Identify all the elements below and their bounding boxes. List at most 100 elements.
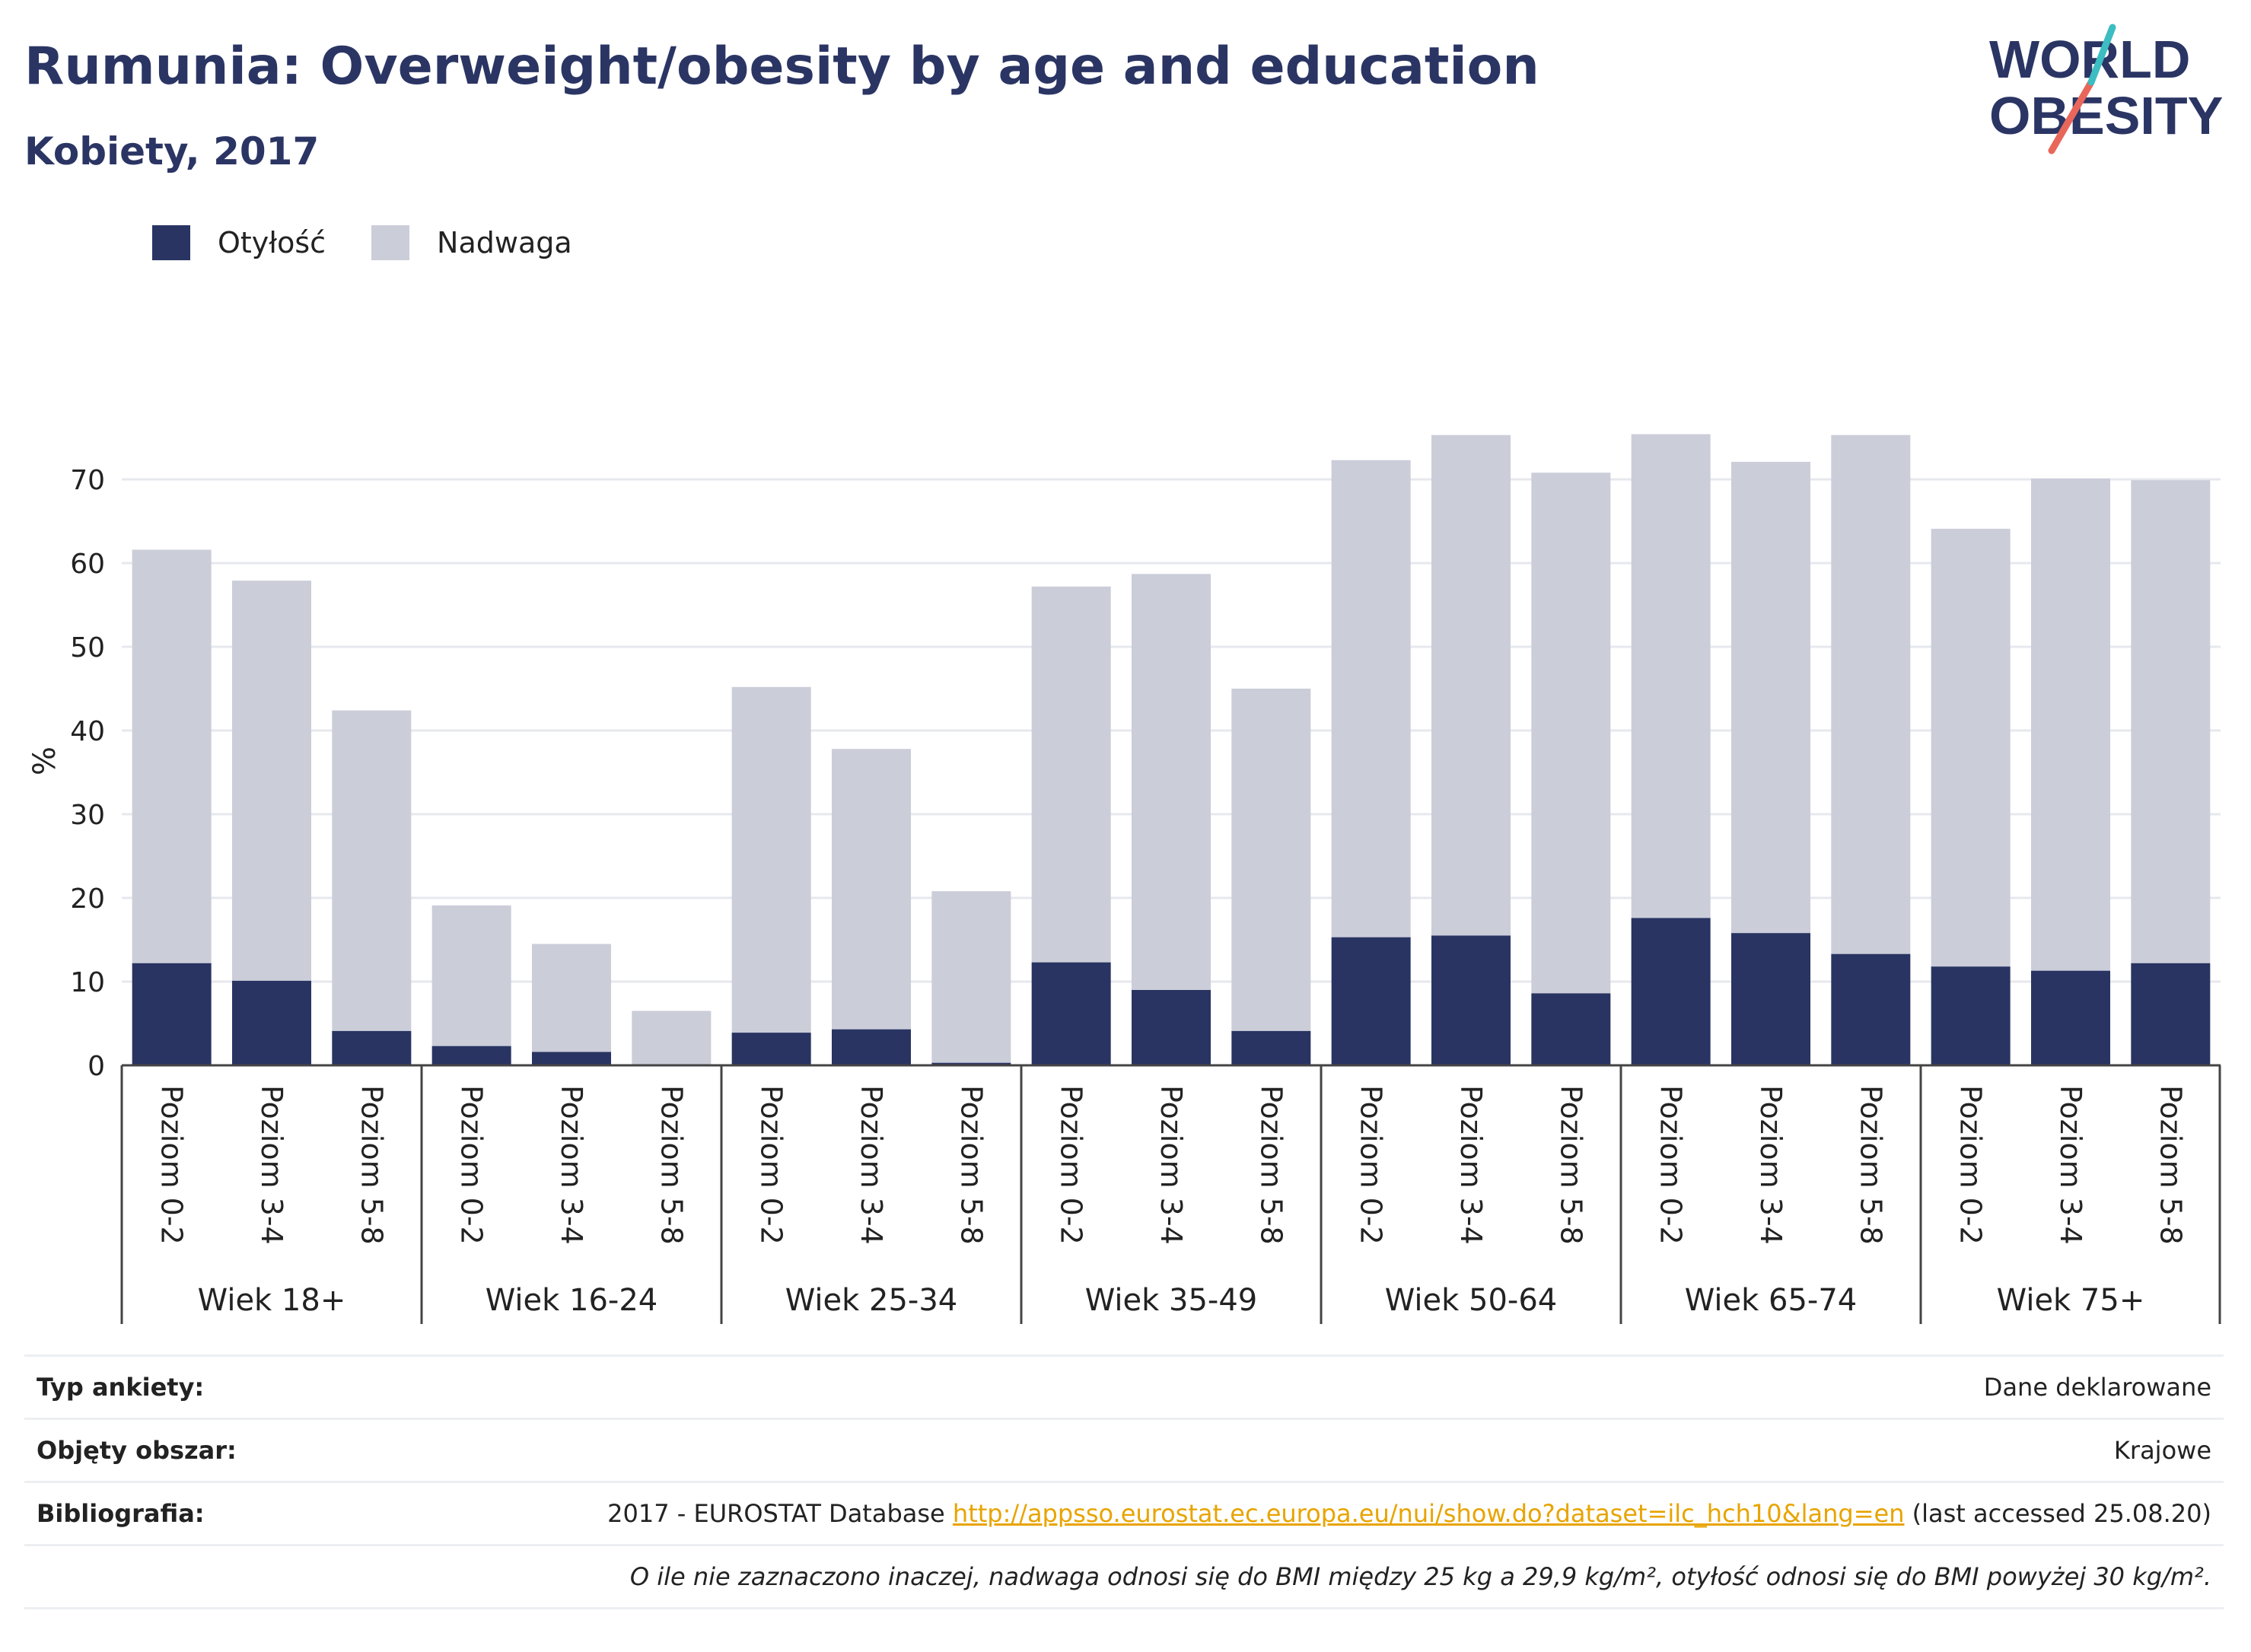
bar-overweight <box>2031 478 2110 971</box>
bar-obesity <box>1031 962 1111 1065</box>
bar-overweight <box>1631 434 1711 918</box>
x-tick-label: Poziom 3-4 <box>555 1085 588 1245</box>
bar-overweight <box>832 749 911 1030</box>
x-tick-label: Poziom 0-2 <box>755 1085 788 1245</box>
logo-text-obesity: OBESITY <box>1989 86 2223 145</box>
bar-overweight <box>1331 460 1411 937</box>
y-tick-label: 60 <box>70 549 105 580</box>
x-tick-label: Poziom 0-2 <box>1954 1085 1988 1245</box>
group-label: Wiek 50-64 <box>1385 1283 1558 1318</box>
area-value: Krajowe <box>2113 1436 2211 1465</box>
info-row-bibliography: Bibliografia: 2017 - EUROSTAT Database h… <box>24 1481 2224 1544</box>
group-label: Wiek 65-74 <box>1685 1283 1858 1318</box>
legend-item-overweight[interactable]: Nadwaga <box>371 225 572 260</box>
legend-item-obesity[interactable]: Otyłość <box>152 225 326 260</box>
bar-obesity <box>1132 990 1211 1065</box>
x-tick-label: Poziom 5-8 <box>954 1085 988 1245</box>
bibliography-prefix: 2017 - EUROSTAT Database <box>607 1499 945 1528</box>
bar-overweight <box>132 549 212 963</box>
bar-overweight <box>931 891 1011 1063</box>
bar-obesity <box>731 1033 811 1065</box>
bar-overweight <box>632 1011 712 1065</box>
x-tick-label: Poziom 3-4 <box>855 1085 888 1245</box>
x-tick-label: Poziom 3-4 <box>1454 1085 1488 1245</box>
group-label: Wiek 18+ <box>198 1283 346 1318</box>
x-tick-label: Poziom 0-2 <box>1055 1085 1088 1245</box>
bar-overweight <box>431 905 511 1046</box>
bibliography-link[interactable]: http://appsso.eurostat.ec.europa.eu/nui/… <box>952 1499 1905 1528</box>
info-table: Typ ankiety: Dane deklarowane Objęty obs… <box>24 1354 2224 1609</box>
bar-overweight <box>1031 586 1111 963</box>
y-tick-label: 50 <box>70 632 105 664</box>
x-tick-label: Poziom 5-8 <box>1254 1085 1288 1245</box>
x-tick-label: Poziom 0-2 <box>455 1085 489 1245</box>
bar-obesity <box>1831 953 1911 1065</box>
area-label: Objęty obszar: <box>37 1436 237 1465</box>
world-obesity-logo: WORLD OBESITY <box>1989 24 2223 154</box>
bar-obesity <box>232 980 311 1065</box>
x-tick-label: Poziom 5-8 <box>2154 1085 2187 1245</box>
bar-obesity <box>1331 937 1411 1065</box>
legend-swatch-overweight <box>371 225 410 260</box>
bar-obesity <box>132 963 212 1065</box>
bar-overweight <box>332 710 412 1031</box>
group-label: Wiek 25-34 <box>785 1283 958 1318</box>
group-label: Wiek 75+ <box>1997 1283 2145 1318</box>
bar-overweight <box>1531 473 1611 994</box>
y-tick-label: 70 <box>70 465 105 496</box>
info-row-note: O ile nie zaznaczono inaczej, nadwaga od… <box>24 1544 2224 1609</box>
bar-obesity <box>1631 918 1711 1065</box>
y-tick-label: 40 <box>70 716 105 747</box>
info-row-area: Objęty obszar: Krajowe <box>24 1418 2224 1481</box>
bar-overweight <box>1731 461 1810 934</box>
x-tick-label: Poziom 0-2 <box>1654 1085 1688 1245</box>
x-tick-label: Poziom 5-8 <box>355 1085 388 1245</box>
x-tick-label: Poziom 3-4 <box>2054 1085 2087 1245</box>
bar-obesity <box>1731 933 1810 1065</box>
x-tick-label: Poziom 3-4 <box>1154 1085 1188 1245</box>
bar-overweight <box>1231 689 1311 1031</box>
bar-obesity <box>1231 1030 1311 1065</box>
y-axis-label: % <box>27 746 62 775</box>
x-tick-label: Poziom 0-2 <box>155 1085 189 1245</box>
bar-overweight <box>731 686 811 1033</box>
bar-overweight <box>1132 574 1211 990</box>
bar-overweight <box>232 581 311 981</box>
survey-type-label: Typ ankiety: <box>37 1373 205 1402</box>
bar-obesity <box>431 1046 511 1065</box>
chart-legend: Otyłość Nadwaga <box>152 225 618 260</box>
x-tick-label: Poziom 5-8 <box>1554 1085 1587 1245</box>
page-subtitle: Kobiety, 2017 <box>24 129 320 173</box>
bibliography-label: Bibliografia: <box>37 1499 205 1528</box>
y-tick-label: 20 <box>70 883 105 915</box>
bar-obesity <box>1531 993 1611 1065</box>
x-tick-label: Poziom 5-8 <box>1854 1085 1887 1245</box>
x-tick-label: Poziom 0-2 <box>1355 1085 1388 1245</box>
stacked-bar-chart: 0 10 20 30 40 50 60 70% Poziom 0-2 Poziom 3-4 Pozi… <box>27 434 2221 1324</box>
bar-overweight <box>532 944 611 1052</box>
bar-obesity <box>1431 935 1511 1065</box>
survey-type-value: Dane deklarowane <box>1983 1373 2211 1402</box>
x-tick-label: Poziom 3-4 <box>1754 1085 1788 1245</box>
group-label: Wiek 16-24 <box>486 1283 658 1318</box>
bar-overweight <box>1931 528 2011 967</box>
bar-obesity <box>532 1052 611 1065</box>
bar-obesity <box>2031 970 2110 1065</box>
bar-obesity <box>332 1030 412 1065</box>
bar-overweight <box>1431 434 1511 936</box>
x-tick-label: Poziom 3-4 <box>255 1085 288 1245</box>
legend-label-obesity: Otyłość <box>218 226 326 259</box>
definition-note: O ile nie zaznaczono inaczej, nadwaga od… <box>629 1562 2211 1591</box>
info-row-survey-type: Typ ankiety: Dane deklarowane <box>24 1354 2224 1418</box>
bar-obesity <box>832 1029 911 1065</box>
y-tick-label: 30 <box>70 800 105 831</box>
page-title: Rumunia: Overweight/obesity by age and e… <box>24 37 1539 97</box>
y-tick-label: 0 <box>88 1051 105 1082</box>
x-tick-label: Poziom 5-8 <box>654 1085 688 1245</box>
bar-overweight <box>2131 480 2211 963</box>
bar-overweight <box>1831 434 1911 954</box>
group-label: Wiek 35-49 <box>1085 1283 1258 1318</box>
bar-obesity <box>931 1062 1011 1065</box>
y-tick-label: 10 <box>70 967 105 998</box>
bar-obesity <box>2131 963 2211 1065</box>
